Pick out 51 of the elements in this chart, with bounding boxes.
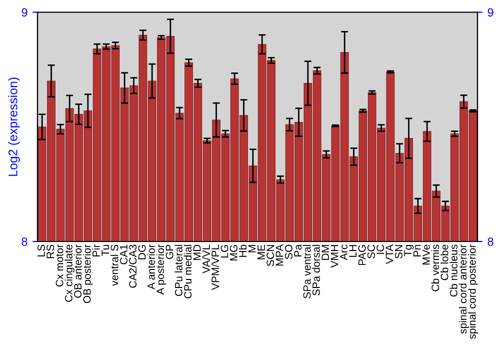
- x-tick-label: OB anterior: [74, 244, 82, 298]
- y-axis-title: Log2 (expression): [8, 78, 20, 176]
- x-tick-label: SO: [284, 244, 292, 260]
- x-tick-label: Tu: [102, 244, 110, 256]
- x-tick-label: SPa dorsal: [312, 244, 320, 296]
- x-tick-label: IC: [376, 244, 384, 254]
- x-tick-label: Hb: [238, 244, 247, 257]
- x-tick-label: MVe: [422, 244, 430, 265]
- x-tick-label: MPA: [276, 244, 284, 266]
- x-tick-label: LG: [220, 245, 228, 258]
- x-tick-label: CA1: [120, 244, 128, 264]
- x-tick-label: GP: [166, 244, 174, 259]
- x-tick-label: SCN: [266, 245, 274, 266]
- x-tick-label: Cb lobe: [440, 244, 448, 280]
- x-tick-label: VPM/VPL: [211, 244, 220, 290]
- x-tick-label: VMH: [330, 245, 338, 268]
- x-tick-label: SPa ventral: [302, 244, 311, 298]
- x-tick-label: CPu medial: [184, 244, 192, 298]
- y2-tick-label: 8: [488, 238, 494, 246]
- x-tick-label: OB posterior: [82, 244, 93, 304]
- x-tick-label: VA/VL: [202, 244, 210, 274]
- x-tick-label: VTA: [386, 244, 394, 264]
- x-tick-label: ME: [258, 244, 265, 260]
- x-tick-label: LS: [37, 244, 45, 256]
- x-tick-label: Cb nucleus: [450, 244, 458, 297]
- x-tick-label: spinal cord posterior: [468, 244, 478, 340]
- x-tick-label: Cx cingulate: [64, 244, 75, 302]
- x-tick-label: Pn: [413, 244, 421, 256]
- x-tick-label: Pa: [294, 244, 302, 256]
- x-tick-label: RS: [46, 244, 54, 258]
- x-tick-label: MD: [193, 244, 201, 260]
- x-tick-label: Cx motor: [56, 244, 64, 287]
- x-tick-label: SN: [394, 245, 402, 258]
- x-tick-label: ventral S: [110, 244, 118, 286]
- x-tick-label: CPu lateral: [174, 244, 182, 296]
- x-tick-label: M: [248, 245, 256, 252]
- x-tick-label: A posterior: [156, 244, 166, 295]
- x-tick-label: DG: [138, 245, 146, 260]
- x-tick-label: LH: [349, 245, 356, 257]
- y2-tick-label: 9: [488, 8, 494, 17]
- x-tick-label: Pir: [92, 244, 100, 256]
- x-tick-label: PAG: [358, 245, 366, 265]
- x-tick-label: DM: [322, 245, 329, 260]
- x-tick-label: spinal cord anterior: [458, 244, 469, 334]
- x-tick-label: CA2/CA3: [128, 244, 137, 288]
- x-tick-label: Tg: [404, 244, 414, 256]
- x-tick-label: Arc: [340, 244, 348, 260]
- x-tick-label: SC: [367, 244, 375, 258]
- x-tick-label: MG: [230, 245, 238, 260]
- x-tick-label: Cb vermis: [431, 244, 440, 292]
- x-tick-label: A anterior: [147, 244, 155, 290]
